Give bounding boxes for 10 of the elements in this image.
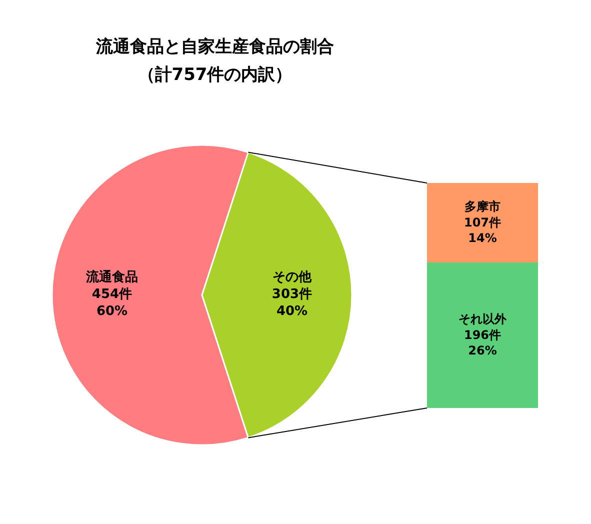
data-label: 196件 26% (464, 328, 502, 358)
slice-label: その他 (272, 270, 312, 285)
series-label: それ以外 (458, 312, 508, 326)
chart-title: 流通食品と自家生産食品の割合 (95, 37, 334, 57)
series-label: 多摩市 (464, 200, 500, 214)
chart-subtitle: （計757件の内訳） (138, 65, 292, 85)
data-label: 303件 40% (272, 286, 312, 319)
data-label: 454件 60% (92, 286, 132, 319)
data-label: 107件 14% (464, 215, 502, 245)
slice-label: 流通食品 (85, 269, 138, 285)
